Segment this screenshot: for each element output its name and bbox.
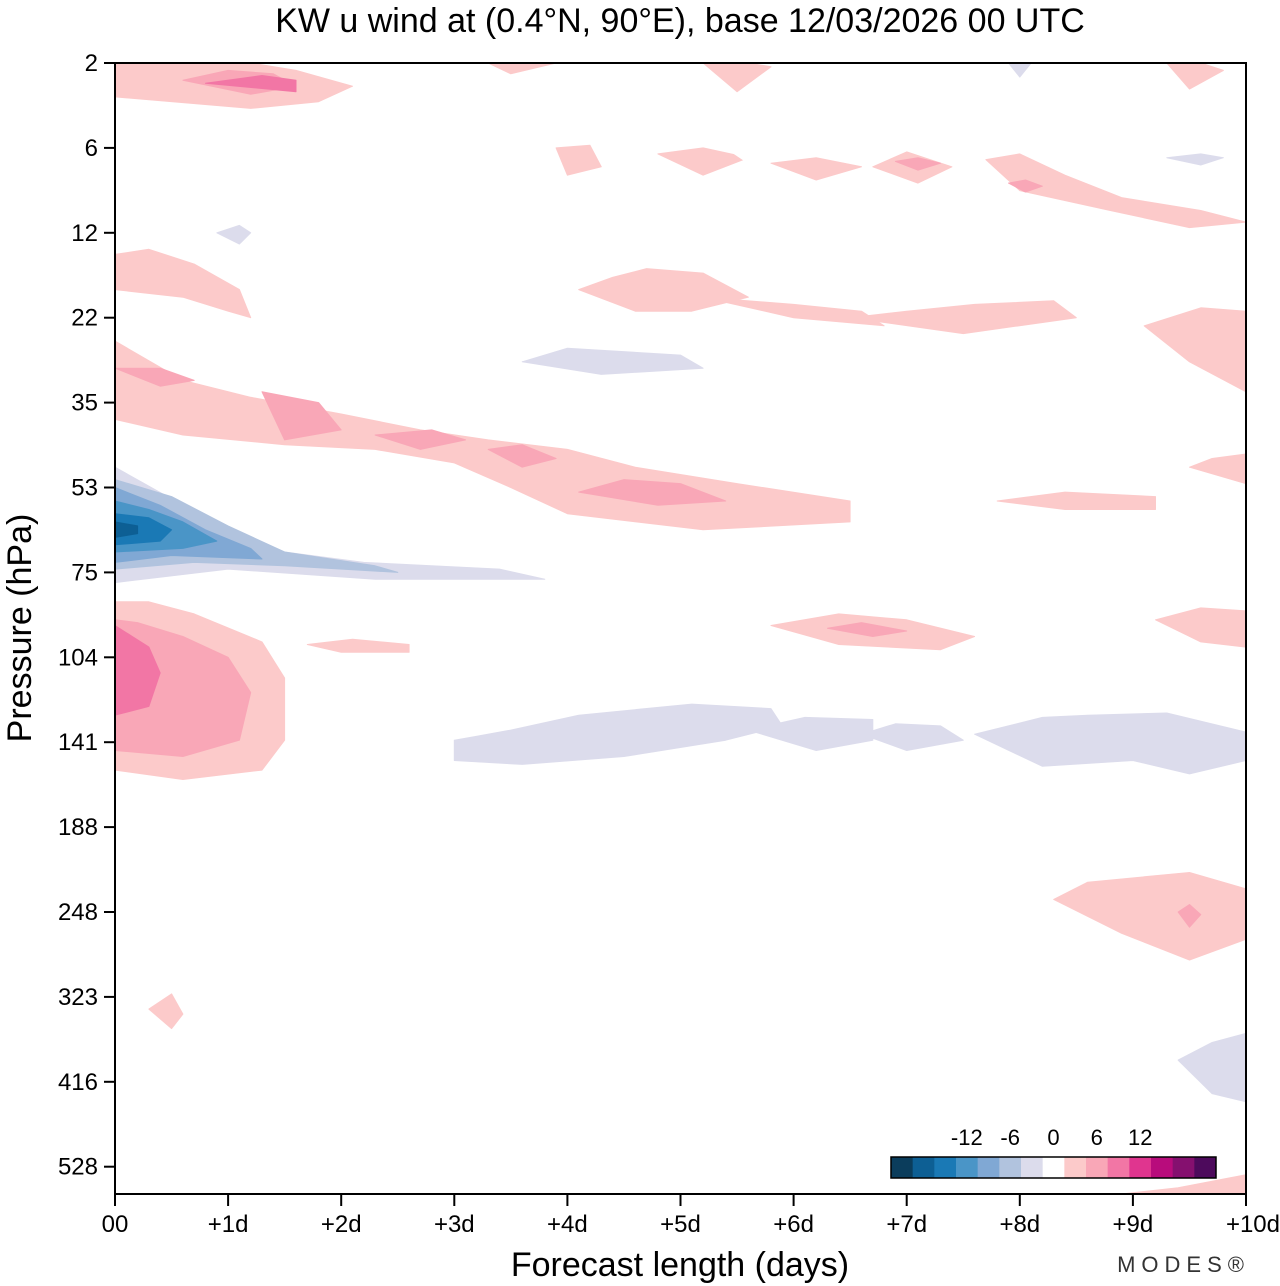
contour-strat-22-west-core [521,347,704,375]
colorbar-tick-label: 12 [1128,1125,1152,1150]
contour-strat-22-east-right [1143,307,1247,393]
x-tick-label: +7d [886,1211,927,1238]
x-tick-label: +3d [434,1211,475,1238]
y-tick-label: 188 [58,814,98,841]
y-tick-label: 35 [71,390,98,417]
x-tick-label: +5d [660,1211,701,1238]
x-tick-label: +10d [1226,1211,1280,1238]
y-tick-label: 2 [85,50,98,77]
contour-strat-12-east [114,248,252,319]
contour-strat-22-west [487,317,908,431]
colorbar-swatch [1151,1157,1174,1178]
colorbar-swatch [1021,1157,1044,1178]
contour-strat-53-east-right [996,491,1156,510]
colorbar-swatch [1107,1157,1130,1178]
contour-lower-trop-westerly-right [1053,872,1247,961]
y-tick-label: 416 [58,1069,98,1096]
colorbar-tick-label: -12 [951,1125,983,1150]
y-tick-label: 12 [71,220,98,247]
contour-blob-100-east-far [1155,607,1247,648]
contour-strat-12-west [634,197,998,283]
contour-strat-6-east-5 [894,157,942,171]
contour-strat-22-east [849,300,1077,335]
contour-strat-6-east-1 [555,144,602,176]
contour-strat-30-east-core-d [487,444,557,468]
contour-strat-8-west [114,166,387,283]
contour-strat-6-east-7 [1008,179,1043,193]
y-tick-label: 22 [71,305,98,332]
contour-top-blob-east-3 [1166,62,1224,90]
colorbar-swatch [891,1157,914,1178]
y-tick-label: 323 [58,984,98,1011]
y-tick-label: 248 [58,899,98,926]
contour-top-blob-east-2 [702,62,772,93]
x-tick-label: +8d [999,1211,1040,1238]
modes-watermark: MODES® [1117,1252,1250,1277]
contour-strat-18-east-a [578,268,749,312]
contour-tropopause-easterly [114,453,670,600]
y-axis-label: Pressure (hPa) [1,514,39,743]
contour-strat-30-east-core-e [578,479,727,506]
contour-lower-trop-easterly [114,813,286,916]
colorbar-swatch [999,1157,1022,1178]
contour-strat-6-east-3 [770,157,862,181]
contour-strat-6-west-4 [725,144,772,164]
colorbar-swatch [1064,1157,1087,1178]
colorbar-swatch [1194,1157,1217,1178]
x-tick-label: 00 [102,1211,129,1238]
contour-top-blob-west-2 [894,62,919,90]
colorbar-swatch [977,1157,1000,1178]
colorbar-tick-label: -6 [1000,1125,1020,1150]
contour-blob-500-west [329,1121,353,1162]
y-tick-label: 141 [58,729,98,756]
y-axis-ticks: 2 6 12 22 35 53 75 104 141 188 248 323 416 528 [58,50,115,1181]
y-tick-label: 528 [58,1154,98,1181]
contour-strat-6-east-6 [985,153,1247,229]
contour-mid-trop-easterly-6c [861,723,964,751]
colorbar: -12 -6 0 6 12 [890,1125,1217,1179]
contour-lower-trop-westerly-right-core [1177,904,1202,928]
colorbar-swatch [956,1157,979,1178]
colorbar-swatch [1129,1157,1152,1178]
contour-upper-strat-easterly-c [205,75,297,93]
contour-strat-8-west-b [363,178,433,192]
contour-blob-100-east-right-core [827,622,908,637]
contour-strat-8-west-core [216,224,252,245]
colorbar-swatch [1042,1157,1065,1178]
colorbar-frame [890,1156,1217,1179]
contour-blob-330-east [148,993,184,1030]
contour-strat-30-east-core-c [374,429,467,450]
contour-strat-35-west-right [1143,394,1247,420]
contour-mid-trop-easterly-6b [747,716,874,751]
colorbar-tick-label: 0 [1047,1125,1059,1150]
x-axis-label: Forecast length (days) [511,1246,849,1284]
x-tick-label: +1d [208,1211,249,1238]
contour-strat-6-west-3 [1166,153,1224,166]
contour-strat-30-east-core-a [114,367,195,387]
x-tick-label: +9d [1113,1211,1154,1238]
contour-mid-trop-easterly-6a [453,703,783,765]
x-tick-label: +2d [321,1211,362,1238]
colorbar-swatch [1172,1157,1195,1178]
contour-top-blob-east-1 [487,62,557,75]
contour-lower-trop-easterly-b [295,859,376,916]
colorbar-swatch [912,1157,935,1178]
y-tick-label: 6 [85,135,98,162]
contour-regions [114,62,1247,1195]
x-tick-label: +4d [547,1211,588,1238]
chart-title: KW u wind at (0.4°N, 90°E), base 12/03/2… [275,2,1085,40]
colorbar-swatch [1086,1157,1109,1178]
colorbar-tick-label: 6 [1091,1125,1103,1150]
colorbar-swatch [934,1157,957,1178]
y-tick-label: 53 [71,475,98,502]
x-axis-ticks: 00 +1d +2d +3d +4d +5d +6d +7d +8d +9d +10d [102,1194,1280,1238]
contour-blob-100-east [306,638,410,653]
contour-strat-53-east-right-b [1189,453,1247,485]
contour-strat-30-east-core-b [261,391,342,441]
x-tick-label: +6d [773,1211,814,1238]
y-tick-label: 104 [58,644,98,671]
contour-strat-6-west-1 [1064,144,1123,168]
y-tick-label: 75 [71,559,98,586]
